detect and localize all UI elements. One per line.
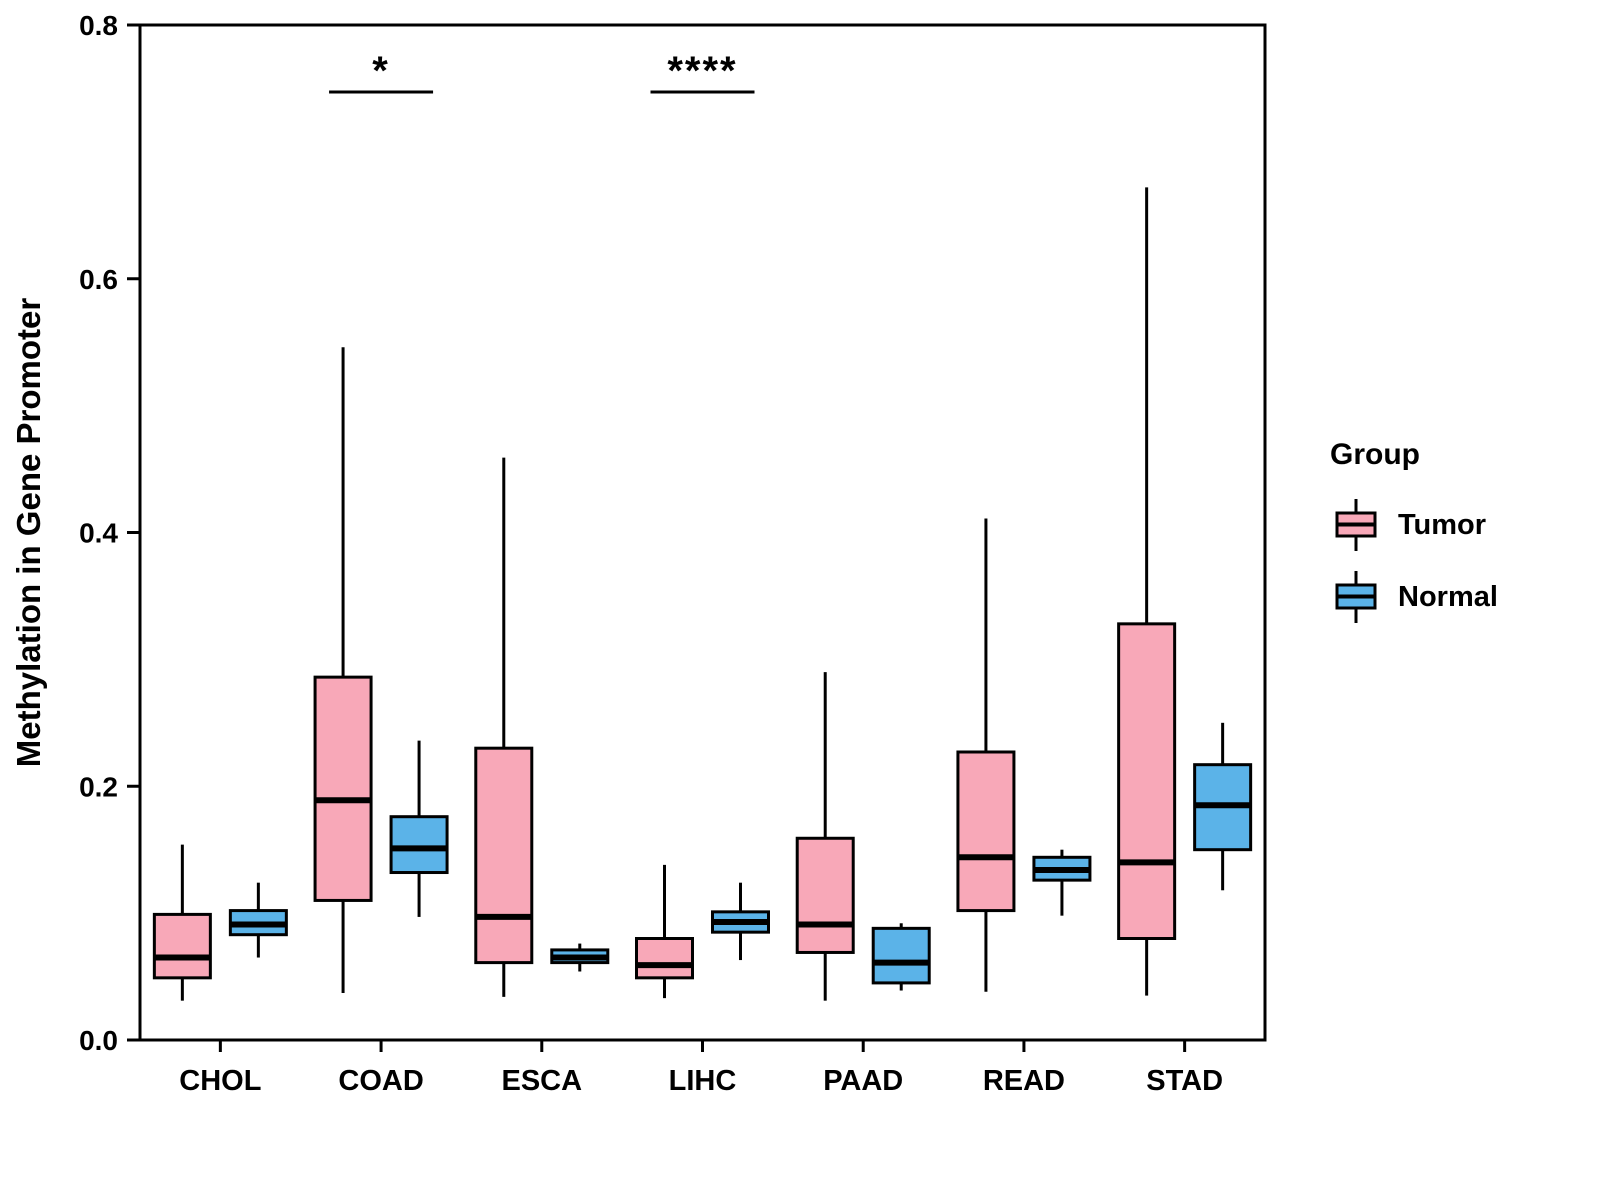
y-tick-label: 0.0 <box>79 1025 118 1056</box>
legend-title: Group <box>1330 438 1420 471</box>
legend: Group Tumor Normal <box>1330 438 1498 640</box>
significance-label-lihc: **** <box>667 49 737 93</box>
box-tumor-stad <box>1117 622 1177 940</box>
x-category-label-paad: PAAD <box>823 1065 903 1097</box>
legend-label-normal: Normal <box>1398 580 1498 613</box>
x-category-label-chol: CHOL <box>179 1065 261 1097</box>
x-category-label-stad: STAD <box>1146 1065 1223 1097</box>
y-tick-label: 0.6 <box>79 264 118 295</box>
x-category-label-coad: COAD <box>338 1065 423 1097</box>
box-tumor-esca <box>474 746 534 965</box>
legend-entry-normal: Normal <box>1330 568 1498 626</box>
box-tumor-chol <box>152 912 212 980</box>
x-category-label-esca: ESCA <box>501 1065 582 1097</box>
box-normal-coad <box>389 815 449 875</box>
y-axis-title: Methylation in Gene Promoter <box>10 298 47 768</box>
panel-border <box>138 23 1267 1042</box>
x-category-label-lihc: LIHC <box>669 1065 737 1097</box>
box-tumor-lihc <box>635 937 694 980</box>
box-tumor-coad <box>313 675 373 902</box>
x-category-label-read: READ <box>983 1065 1065 1097</box>
significance-label-coad: * <box>372 49 390 93</box>
y-tick-label: 0.4 <box>79 518 118 549</box>
legend-label-tumor: Tumor <box>1398 508 1487 541</box>
box-tumor-paad <box>795 836 855 954</box>
box-tumor-read <box>956 750 1016 913</box>
normal-boxplot-key-icon <box>1335 571 1377 623</box>
box-normal-paad <box>871 926 931 985</box>
tumor-boxplot-key-icon <box>1335 499 1377 551</box>
y-tick-label: 0.8 <box>79 10 118 41</box>
legend-entry-tumor: Tumor <box>1330 496 1498 554</box>
y-tick-label: 0.2 <box>79 771 118 802</box>
